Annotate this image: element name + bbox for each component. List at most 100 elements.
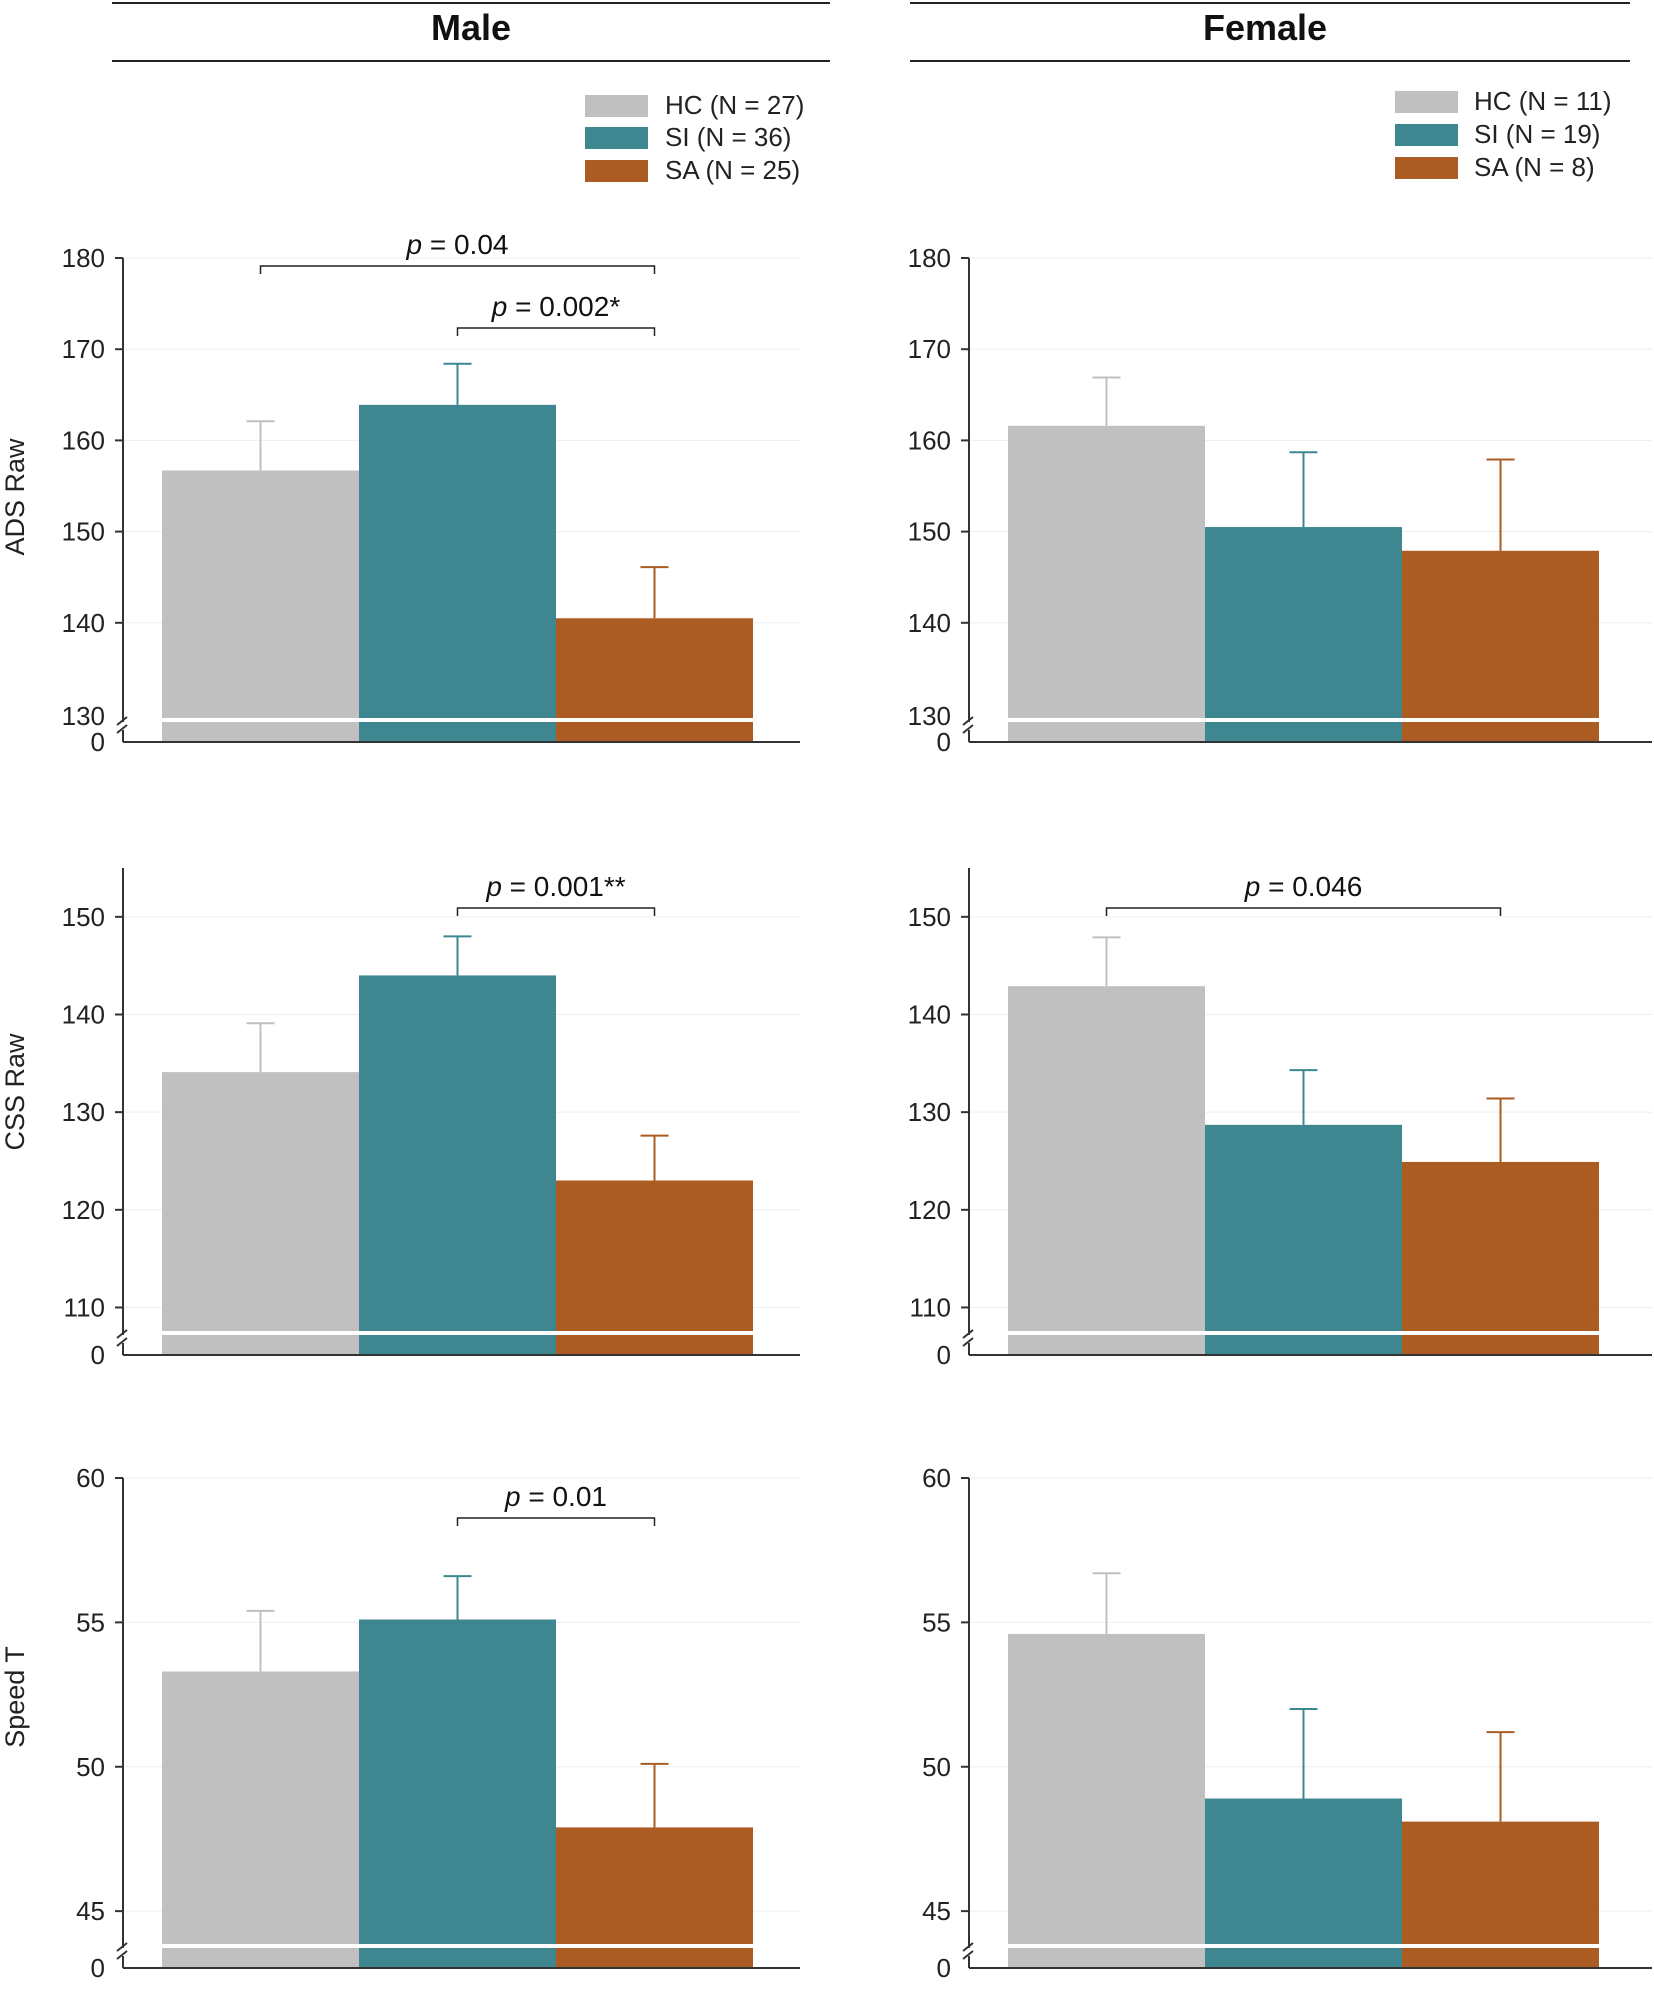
y-tick-label: 0	[91, 1340, 105, 1370]
legend-swatch-hc	[585, 95, 648, 117]
bar-sa	[556, 618, 753, 742]
y-tick-label: 120	[62, 1195, 105, 1225]
y-tick-label: 130	[62, 1097, 105, 1127]
bar-si	[1205, 527, 1402, 742]
significance-annotation: p = 0.002*	[456, 291, 656, 336]
legend-label-sa: SA (N = 8)	[1474, 152, 1595, 182]
axis-break-stripe	[125, 1944, 802, 1948]
significance-bracket	[1105, 907, 1502, 916]
y-tick-label: 130	[908, 701, 951, 731]
axis-break-mark	[962, 1329, 974, 1339]
y-tick-label: 170	[62, 334, 105, 364]
legend-swatch-sa	[585, 160, 648, 182]
significance-bracket	[456, 327, 656, 336]
y-axis-label-css: CSS Raw	[0, 1033, 30, 1151]
legend-swatch-hc	[1395, 91, 1458, 113]
y-tick-label: 160	[62, 425, 105, 455]
legend-label-sa: SA (N = 25)	[665, 155, 800, 185]
panel-female-speed: 0 45 50 55 60	[922, 1463, 1654, 1983]
p-symbol: p	[485, 871, 502, 902]
axis-break-stripe	[125, 1331, 802, 1335]
axis-break-mark	[962, 1337, 974, 1347]
bar-sa	[1402, 1161, 1599, 1355]
y-tick-label: 150	[908, 902, 951, 932]
y-tick-label: 0	[91, 727, 105, 757]
y-tick-label: 60	[76, 1463, 105, 1493]
bar-sa	[556, 1180, 753, 1355]
y-tick-label: 180	[908, 243, 951, 273]
bar-hc	[162, 470, 359, 742]
bar-si	[359, 404, 556, 742]
y-tick-label: 140	[908, 999, 951, 1029]
legend-label-hc: HC (N = 27)	[665, 90, 804, 120]
legend-label-hc: HC (N = 11)	[1474, 86, 1612, 116]
axis-break-mark	[116, 1329, 128, 1339]
y-tick-label: 150	[62, 517, 105, 547]
significance-annotation: p = 0.04	[259, 229, 656, 274]
significance-annotation: p = 0.01	[456, 1481, 656, 1526]
legend-entry-hc: HC (N = 11)	[1395, 86, 1612, 116]
y-tick-label: 0	[91, 1953, 105, 1983]
axis-break-mark	[116, 1942, 128, 1952]
legend-label-si: SI (N = 19)	[1474, 119, 1600, 149]
legend-female: HC (N = 11) SI (N = 19) SA (N = 8)	[1395, 86, 1612, 182]
y-tick-label: 45	[922, 1896, 951, 1926]
y-axis-label-ads: ADS Raw	[0, 438, 30, 556]
y-tick-label: 140	[908, 608, 951, 638]
significance-annotation: p = 0.001**	[456, 871, 656, 916]
legend-male: HC (N = 27) SI (N = 36) SA (N = 25)	[585, 90, 804, 185]
legend-entry-sa: SA (N = 25)	[585, 155, 800, 185]
bar-hc	[1008, 425, 1205, 742]
axis-break-mark	[116, 716, 128, 726]
p-symbol: p	[491, 291, 508, 322]
y-tick-label: 110	[64, 1292, 105, 1322]
significance-annotation: p = 0.046	[1105, 871, 1502, 916]
y-tick-label: 140	[62, 999, 105, 1029]
y-tick-label: 0	[937, 1953, 951, 1983]
legend-entry-si: SI (N = 19)	[1395, 119, 1600, 149]
y-tick-label: 120	[908, 1195, 951, 1225]
legend-entry-hc: HC (N = 27)	[585, 90, 804, 120]
y-tick-label: 55	[76, 1607, 105, 1637]
significance-label: p = 0.001**	[485, 871, 625, 902]
p-symbol: p	[406, 229, 423, 260]
axis-break-stripe	[971, 1944, 1654, 1948]
y-tick-label: 160	[908, 425, 951, 455]
legend-swatch-sa	[1395, 157, 1458, 179]
p-value: = 0.002*	[507, 291, 620, 322]
p-value: = 0.001**	[502, 871, 626, 902]
y-tick-label: 50	[76, 1752, 105, 1782]
bar-hc	[1008, 1633, 1205, 1968]
bar-hc	[162, 1072, 359, 1355]
y-tick-label: 130	[62, 701, 105, 731]
legend-entry-sa: SA (N = 8)	[1395, 152, 1595, 182]
column-header-male: Male	[112, 2, 830, 62]
significance-label: p = 0.002*	[491, 291, 621, 322]
p-value: = 0.046	[1260, 871, 1362, 902]
significance-label: p = 0.046	[1244, 871, 1363, 902]
column-header-female: Female	[910, 2, 1630, 62]
panel-female-css: 0 110 120 130 140 150 p = 0.046	[908, 868, 1654, 1370]
y-tick-label: 55	[922, 1607, 951, 1637]
significance-bracket	[456, 1517, 656, 1526]
axis-break-mark	[962, 1942, 974, 1952]
bar-si	[1205, 1124, 1402, 1355]
bar-si	[1205, 1798, 1402, 1968]
significance-label: p = 0.01	[504, 1481, 607, 1512]
significance-bracket	[456, 907, 656, 916]
axis-break-stripe	[125, 718, 802, 722]
p-symbol: p	[1244, 871, 1261, 902]
significance-label: p = 0.04	[406, 229, 509, 260]
axis-break-mark	[962, 1950, 974, 1960]
panel-male-speed: 0 45 50 55 60 p = 0.01	[76, 1463, 802, 1983]
axis-break-mark	[116, 724, 128, 734]
bar-si	[359, 975, 556, 1355]
legend-label-si: SI (N = 36)	[665, 122, 791, 152]
significance-bracket	[259, 265, 656, 274]
p-value: = 0.04	[422, 229, 508, 260]
y-tick-label: 110	[910, 1292, 951, 1322]
legend-swatch-si	[585, 127, 648, 149]
